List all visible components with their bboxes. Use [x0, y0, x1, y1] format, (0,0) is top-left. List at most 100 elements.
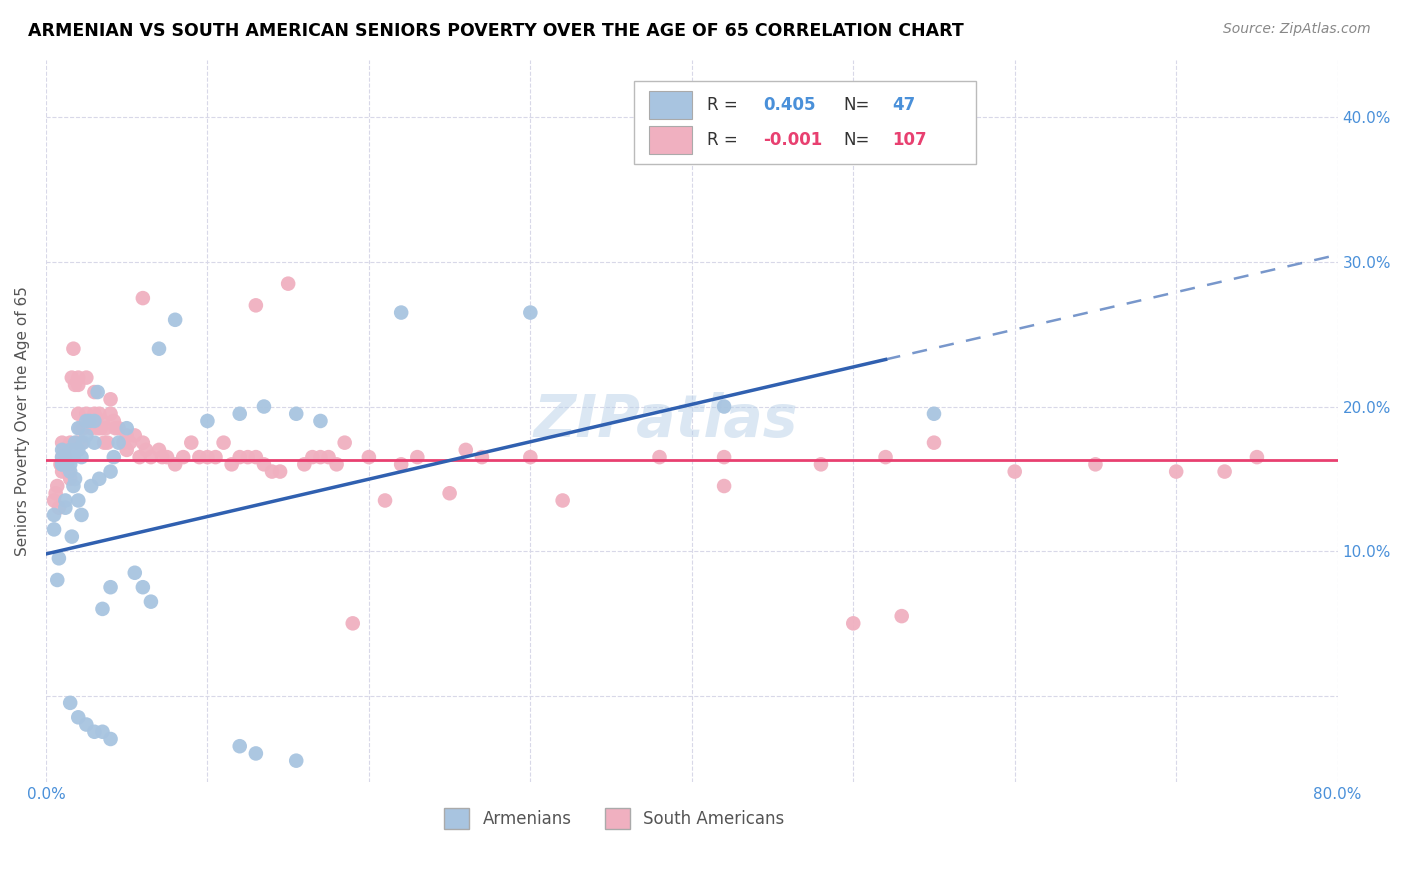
- Point: [52, 442, 75, 457]
- Point: [75, 717, 97, 731]
- Point: [69, 421, 91, 435]
- Point: [389, 458, 412, 472]
- Point: [63, 377, 86, 392]
- Point: [51, 465, 73, 479]
- Point: [325, 458, 347, 472]
- Point: [103, 414, 125, 428]
- Point: [1166, 465, 1188, 479]
- Point: [406, 450, 429, 464]
- Point: [342, 616, 364, 631]
- Point: [228, 450, 250, 464]
- Point: [59, 465, 82, 479]
- Point: [197, 414, 219, 428]
- Point: [67, 407, 90, 421]
- Point: [875, 450, 897, 464]
- Point: [100, 731, 122, 746]
- Point: [277, 277, 299, 291]
- Text: R =: R =: [707, 131, 738, 149]
- Point: [93, 435, 115, 450]
- Point: [253, 400, 276, 414]
- Point: [70, 450, 93, 464]
- Point: [60, 370, 83, 384]
- Point: [62, 450, 84, 464]
- Point: [228, 407, 250, 421]
- Point: [59, 442, 82, 457]
- Point: [107, 421, 129, 435]
- Point: [269, 465, 291, 479]
- Point: [62, 342, 84, 356]
- Point: [53, 500, 76, 515]
- Point: [165, 458, 187, 472]
- Point: [107, 435, 129, 450]
- Point: [59, 450, 82, 464]
- Point: [75, 428, 97, 442]
- Point: [83, 724, 105, 739]
- Point: [83, 414, 105, 428]
- Point: [51, 458, 73, 472]
- Point: [132, 435, 155, 450]
- Point: [551, 493, 574, 508]
- Point: [139, 450, 162, 464]
- Point: [389, 305, 412, 319]
- Point: [519, 450, 541, 464]
- Point: [62, 479, 84, 493]
- Point: [172, 450, 194, 464]
- Point: [89, 407, 111, 421]
- Point: [236, 450, 259, 464]
- Point: [72, 421, 94, 435]
- Point: [128, 450, 150, 464]
- Point: [75, 414, 97, 428]
- Point: [79, 414, 101, 428]
- Text: 0.405: 0.405: [763, 96, 815, 114]
- Point: [115, 428, 138, 442]
- Point: [67, 421, 90, 435]
- Point: [471, 450, 494, 464]
- Point: [48, 551, 70, 566]
- Point: [1004, 465, 1026, 479]
- Point: [58, 465, 80, 479]
- Point: [357, 450, 380, 464]
- Text: N=: N=: [844, 131, 869, 149]
- FancyBboxPatch shape: [650, 91, 692, 119]
- Point: [42, 522, 65, 536]
- Point: [165, 313, 187, 327]
- Point: [94, 421, 117, 435]
- Point: [150, 450, 173, 464]
- Point: [75, 370, 97, 384]
- Point: [1084, 458, 1107, 472]
- Point: [221, 458, 243, 472]
- Point: [49, 458, 72, 472]
- Point: [100, 465, 122, 479]
- Point: [86, 421, 108, 435]
- Point: [67, 442, 90, 457]
- Point: [188, 450, 211, 464]
- Point: [53, 493, 76, 508]
- Point: [115, 442, 138, 457]
- Point: [51, 450, 73, 464]
- Point: [79, 414, 101, 428]
- Point: [713, 450, 735, 464]
- Point: [124, 566, 146, 580]
- Point: [48, 500, 70, 515]
- Point: [75, 407, 97, 421]
- Point: [115, 421, 138, 435]
- Point: [439, 486, 461, 500]
- Point: [63, 472, 86, 486]
- Point: [96, 435, 118, 450]
- Point: [104, 421, 127, 435]
- Point: [59, 472, 82, 486]
- Point: [713, 479, 735, 493]
- Point: [84, 414, 107, 428]
- Point: [59, 435, 82, 450]
- FancyBboxPatch shape: [650, 126, 692, 153]
- Point: [1213, 465, 1236, 479]
- Text: -0.001: -0.001: [763, 131, 823, 149]
- Point: [67, 377, 90, 392]
- Point: [90, 421, 112, 435]
- Point: [285, 407, 308, 421]
- Point: [454, 442, 477, 457]
- Point: [292, 458, 315, 472]
- Point: [245, 298, 267, 312]
- Point: [42, 508, 65, 522]
- Text: R =: R =: [707, 96, 738, 114]
